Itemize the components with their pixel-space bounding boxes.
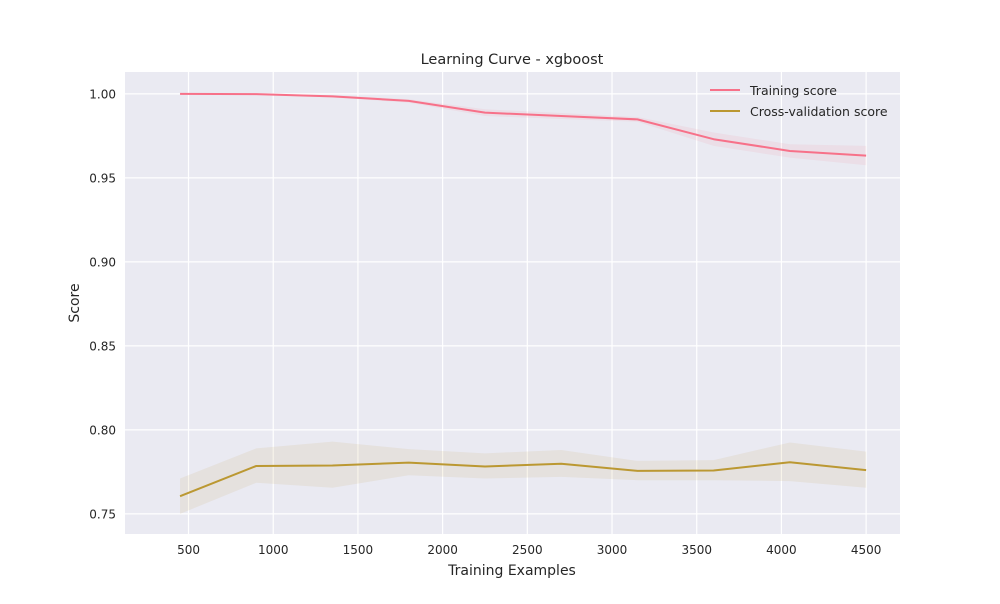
x-tick-label: 1500 [343,543,374,557]
cv-score-line [179,461,867,498]
x-tick-label: 3000 [597,543,628,557]
std-bands [180,93,867,514]
x-tick-label: 500 [177,543,200,557]
y-tick-label: 1.00 [89,87,116,101]
x-tick-labels: 500 1000 1500 2000 2500 3000 3500 4000 4500 [177,543,881,557]
y-axis-label: Score [67,283,83,322]
x-tick-label: 2000 [427,543,458,557]
y-tick-label: 0.95 [89,171,116,185]
legend-label-cv: Cross-validation score [750,104,888,119]
training-score-std-band [180,93,867,166]
legend-label-training: Training score [749,83,837,98]
x-tick-label: 2500 [512,543,543,557]
chart-title: Learning Curve - xgboost [421,52,604,68]
legend: Training score Cross-validation score [710,83,888,119]
x-tick-label: 4500 [851,543,882,557]
x-tick-label: 3500 [681,543,712,557]
series-lines [179,92,867,498]
y-tick-labels: 0.75 0.80 0.85 0.90 0.95 1.00 [89,87,116,521]
cv-score-std-band [180,441,867,514]
y-tick-label: 0.85 [89,339,116,353]
training-score-line [180,92,867,157]
x-tick-label: 4000 [766,543,797,557]
y-tick-label: 0.75 [89,507,116,521]
x-axis-label: Training Examples [447,563,576,579]
x-tick-label: 1000 [258,543,289,557]
y-tick-label: 0.90 [89,255,116,269]
y-tick-label: 0.80 [89,423,116,437]
